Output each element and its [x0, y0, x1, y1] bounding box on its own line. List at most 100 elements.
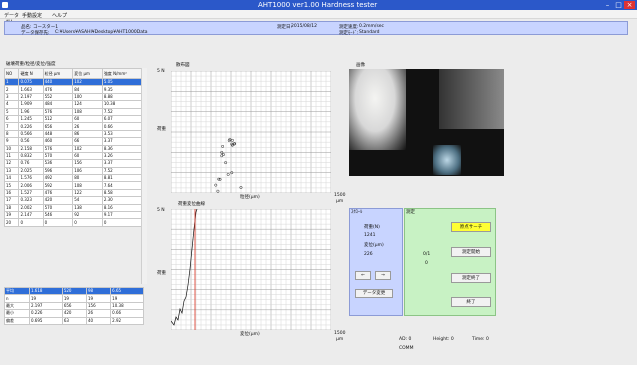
table-cell[interactable]: 0 — [42, 218, 74, 227]
table-cell[interactable]: 570 — [42, 203, 74, 213]
table-cell[interactable]: 10.38 — [101, 100, 145, 109]
table-cell[interactable]: 570 — [42, 151, 74, 161]
table-cell[interactable]: 5 — [3, 107, 20, 116]
table-cell[interactable]: 0.323 — [18, 196, 44, 205]
table-cell[interactable]: 3.53 — [101, 129, 145, 139]
table-cell[interactable]: 26 — [72, 122, 103, 131]
table-row[interactable]: 3 2.197 552 100 8.88 — [3, 92, 145, 102]
table-row[interactable]: 17 0.323 420 54 2.30 — [3, 196, 145, 205]
table-cell[interactable]: 7 — [3, 122, 20, 131]
table-cell[interactable]: 7.52 — [101, 166, 145, 176]
table-cell[interactable]: 0.56 — [18, 137, 44, 146]
table-cell[interactable]: 6 — [3, 114, 20, 124]
table-cell[interactable]: 84 — [72, 85, 103, 94]
table-cell[interactable]: 0.832 — [18, 151, 44, 161]
table-cell[interactable]: 6.07 — [101, 114, 145, 124]
menu-manual-settings[interactable]: 手動設定 — [22, 13, 43, 19]
table-cell[interactable]: 11 — [3, 151, 20, 161]
table-cell[interactable]: 122 — [72, 188, 103, 198]
table-cell[interactable]: 0.76 — [18, 159, 44, 168]
table-row[interactable]: 6 1.245 512 60 6.07 — [3, 114, 145, 124]
table-cell[interactable]: 2.158 — [18, 144, 44, 153]
table-row[interactable]: 8 0.566 448 86 3.53 — [3, 129, 145, 139]
table-cell[interactable]: 80 — [72, 174, 103, 183]
table-cell[interactable]: 420 — [42, 196, 74, 205]
table-cell[interactable]: 2 — [3, 85, 20, 94]
table-row[interactable]: 7 0.226 656 26 0.66 — [3, 122, 145, 131]
table-cell[interactable]: 656 — [42, 122, 74, 131]
table-cell[interactable]: 512 — [42, 114, 74, 124]
table-row[interactable]: 10 2.158 576 102 8.36 — [3, 144, 145, 153]
table-row[interactable]: 15 2.006 592 108 7.64 — [3, 181, 145, 190]
table-cell[interactable]: 2.025 — [18, 166, 44, 176]
table-cell[interactable]: 10 — [3, 144, 20, 153]
table-cell[interactable]: 86 — [72, 129, 103, 139]
table-cell[interactable]: 156 — [72, 159, 103, 168]
table-cell[interactable]: 3.26 — [101, 151, 145, 161]
table-cell[interactable]: 7.52 — [101, 107, 145, 116]
table-cell[interactable]: 60 — [72, 151, 103, 161]
minimize-button[interactable]: – — [605, 1, 610, 9]
close-button[interactable]: × — [624, 1, 635, 9]
table-cell[interactable]: 1.245 — [18, 114, 44, 124]
scatter-plot[interactable] — [170, 70, 332, 194]
table-cell[interactable]: 3 — [3, 92, 20, 102]
table-cell[interactable]: 1.909 — [18, 100, 44, 109]
table-cell[interactable]: 7.64 — [101, 181, 145, 190]
table-cell[interactable]: 2.006 — [18, 181, 44, 190]
table-cell[interactable]: 0 — [101, 218, 145, 227]
table-cell[interactable]: 1 — [3, 77, 20, 87]
table-cell[interactable]: 4 — [3, 100, 20, 109]
finish-button[interactable]: 終了 — [451, 297, 491, 307]
table-cell[interactable]: 1.663 — [18, 85, 44, 94]
menu-data[interactable]: データ — [4, 13, 20, 19]
table-cell[interactable]: 8.81 — [101, 174, 145, 183]
change-data-button[interactable]: データ変更 — [355, 289, 393, 298]
table-cell[interactable]: 106 — [72, 166, 103, 176]
column-header[interactable]: NO — [3, 68, 20, 79]
column-header[interactable]: 粒径 μm — [42, 68, 74, 79]
table-cell[interactable]: 8.58 — [101, 188, 145, 198]
data-table[interactable]: NO 硬度 N 粒径 μm 変位 μm 強度 N/mm² 1 0.075 440 102 5.0… — [3, 68, 145, 227]
table-cell[interactable]: 448 — [42, 129, 74, 139]
table-cell[interactable]: 13 — [3, 166, 20, 176]
table-cell[interactable]: 0.566 — [18, 129, 44, 139]
table-cell[interactable]: 0.66 — [101, 122, 145, 131]
table-cell[interactable]: 0.226 — [18, 122, 44, 131]
table-cell[interactable]: 2.197 — [18, 92, 44, 102]
table-row[interactable]: 2 1.663 476 84 9.35 — [3, 85, 145, 94]
table-cell[interactable]: 596 — [42, 166, 74, 176]
table-cell[interactable]: 1.576 — [18, 174, 44, 183]
table-cell[interactable]: 14 — [3, 174, 20, 183]
table-cell[interactable]: 476 — [42, 188, 74, 198]
table-cell[interactable]: 100 — [72, 92, 103, 102]
table-cell[interactable]: 2.002 — [18, 203, 44, 213]
maximize-button[interactable]: □ — [615, 1, 622, 9]
table-row[interactable]: 19 2.147 546 92 9.17 — [3, 211, 145, 220]
table-row[interactable]: 14 1.576 492 80 8.81 — [3, 174, 145, 183]
table-cell[interactable]: 9.17 — [101, 211, 145, 220]
table-cell[interactable]: 3.37 — [101, 137, 145, 146]
table-cell[interactable]: 8.88 — [101, 92, 145, 102]
menu-help[interactable]: ヘルプ — [52, 13, 68, 19]
curve-plot[interactable] — [170, 208, 332, 331]
table-cell[interactable]: 2.147 — [18, 211, 44, 220]
table-cell[interactable]: 492 — [42, 174, 74, 183]
column-header[interactable]: 変位 μm — [72, 68, 103, 79]
table-cell[interactable]: 108 — [72, 107, 103, 116]
table-cell[interactable]: 20 — [3, 218, 20, 227]
table-cell[interactable]: 0 — [18, 218, 44, 227]
table-cell[interactable]: 8.36 — [101, 144, 145, 153]
table-cell[interactable]: 9.35 — [101, 85, 145, 94]
table-cell[interactable]: 576 — [42, 144, 74, 153]
table-cell[interactable]: 18 — [3, 203, 20, 213]
table-row[interactable]: 13 2.025 596 106 7.52 — [3, 166, 145, 176]
table-cell[interactable]: 5.05 — [101, 77, 145, 87]
table-cell[interactable]: 8 — [3, 129, 20, 139]
table-row[interactable]: 18 2.002 570 138 8.16 — [3, 203, 145, 213]
table-row[interactable]: 9 0.56 460 66 3.37 — [3, 137, 145, 146]
table-cell[interactable]: 484 — [42, 100, 74, 109]
table-row[interactable]: 5 1.96 576 108 7.52 — [3, 107, 145, 116]
column-header[interactable]: 硬度 N — [18, 68, 44, 79]
table-cell[interactable]: 2.30 — [101, 196, 145, 205]
